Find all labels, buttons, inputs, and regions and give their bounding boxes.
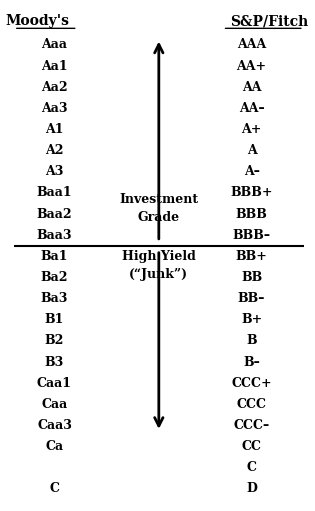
- Text: A1: A1: [45, 123, 64, 136]
- Text: BB: BB: [241, 271, 262, 284]
- Text: CCC+: CCC+: [231, 377, 272, 390]
- Text: Ba2: Ba2: [41, 271, 68, 284]
- Text: A–: A–: [244, 166, 260, 178]
- Text: Caa1: Caa1: [37, 377, 72, 390]
- Text: Aaa: Aaa: [42, 38, 67, 52]
- Text: Caa3: Caa3: [37, 419, 72, 432]
- Text: B+: B+: [241, 313, 262, 327]
- Text: CCC–: CCC–: [233, 419, 270, 432]
- Text: Aa1: Aa1: [41, 60, 68, 73]
- Text: BBB–: BBB–: [232, 229, 271, 242]
- Text: CCC: CCC: [237, 398, 266, 411]
- Text: C: C: [247, 461, 257, 474]
- Text: A3: A3: [45, 166, 64, 178]
- Text: A2: A2: [45, 144, 64, 157]
- Text: Ba3: Ba3: [41, 292, 68, 305]
- Text: AA–: AA–: [239, 102, 264, 115]
- Text: BBB+: BBB+: [230, 187, 273, 199]
- Text: A: A: [247, 144, 256, 157]
- Text: B1: B1: [45, 313, 64, 327]
- Text: BB+: BB+: [236, 250, 267, 263]
- Text: CC: CC: [242, 440, 261, 453]
- Text: Baa2: Baa2: [37, 207, 72, 221]
- Text: Aa3: Aa3: [41, 102, 68, 115]
- Text: D: D: [246, 482, 257, 495]
- Text: AA: AA: [242, 81, 261, 94]
- Text: Grade: Grade: [138, 211, 180, 224]
- Text: Aa2: Aa2: [41, 81, 68, 94]
- Text: Baa3: Baa3: [37, 229, 72, 242]
- Text: B3: B3: [45, 356, 64, 368]
- Text: (“Junk”): (“Junk”): [129, 268, 188, 281]
- Text: Baa1: Baa1: [37, 187, 72, 199]
- Text: AA+: AA+: [237, 60, 267, 73]
- Text: C: C: [49, 482, 60, 495]
- Text: AAA: AAA: [237, 38, 266, 52]
- Text: S&P/Fitch: S&P/Fitch: [230, 14, 308, 28]
- Text: Investment: Investment: [119, 193, 198, 206]
- Text: B: B: [246, 334, 257, 347]
- Text: B2: B2: [45, 334, 64, 347]
- Text: BBB: BBB: [236, 207, 267, 221]
- Text: Ba1: Ba1: [41, 250, 68, 263]
- Text: B–: B–: [243, 356, 260, 368]
- Text: BB–: BB–: [238, 292, 265, 305]
- Text: Caa: Caa: [41, 398, 68, 411]
- Text: High Yield: High Yield: [122, 250, 196, 263]
- Text: A+: A+: [241, 123, 262, 136]
- Text: Moody's: Moody's: [5, 14, 69, 28]
- Text: Ca: Ca: [45, 440, 64, 453]
